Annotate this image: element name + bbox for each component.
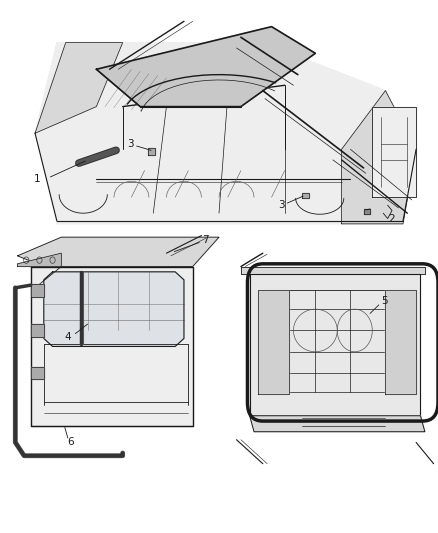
Polygon shape bbox=[385, 290, 416, 394]
Polygon shape bbox=[18, 237, 219, 266]
Text: 6: 6 bbox=[67, 438, 74, 447]
Polygon shape bbox=[31, 284, 44, 297]
Text: 3: 3 bbox=[278, 200, 285, 210]
Polygon shape bbox=[35, 43, 416, 224]
Polygon shape bbox=[250, 416, 425, 432]
Polygon shape bbox=[148, 148, 155, 155]
Polygon shape bbox=[250, 274, 420, 416]
Text: 7: 7 bbox=[201, 235, 208, 245]
Polygon shape bbox=[342, 91, 416, 224]
Polygon shape bbox=[372, 107, 416, 197]
Polygon shape bbox=[96, 27, 315, 107]
Text: 4: 4 bbox=[64, 332, 71, 342]
Polygon shape bbox=[18, 253, 61, 266]
Polygon shape bbox=[35, 43, 123, 133]
Polygon shape bbox=[31, 266, 193, 426]
Polygon shape bbox=[302, 193, 309, 198]
Polygon shape bbox=[364, 209, 370, 214]
Polygon shape bbox=[44, 272, 184, 346]
Polygon shape bbox=[258, 290, 289, 394]
Text: 1: 1 bbox=[34, 174, 41, 183]
Text: 2: 2 bbox=[389, 214, 396, 223]
Text: 5: 5 bbox=[381, 296, 388, 306]
Polygon shape bbox=[241, 266, 425, 274]
Polygon shape bbox=[31, 324, 44, 337]
Text: 3: 3 bbox=[127, 139, 134, 149]
Polygon shape bbox=[31, 367, 44, 379]
